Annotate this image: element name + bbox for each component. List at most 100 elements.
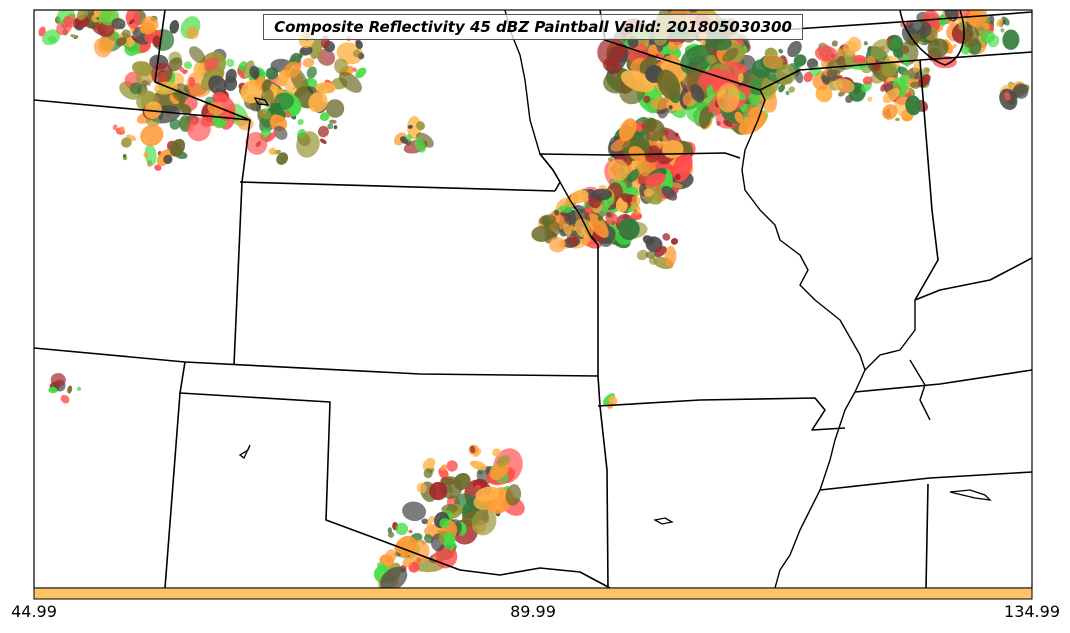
paintball-blob xyxy=(597,216,603,221)
title-box: Composite Reflectivity 45 dBZ Paintball … xyxy=(263,14,803,40)
paintball-blob xyxy=(836,48,843,56)
paintball-blob xyxy=(47,35,57,44)
paintball-blob xyxy=(144,144,157,166)
paintball-blob xyxy=(423,468,433,479)
paintball-blob xyxy=(144,101,162,120)
paintball-blob xyxy=(895,117,900,122)
paintball-blob xyxy=(661,185,678,201)
paintball-blob xyxy=(140,16,159,33)
paintball-blob xyxy=(276,152,289,165)
paintball-blob xyxy=(333,125,338,130)
paintball-blob xyxy=(261,87,274,108)
paintball-blob xyxy=(237,68,245,79)
paintball-blob xyxy=(141,79,148,87)
paintball-blob xyxy=(422,457,436,472)
paintball-blob xyxy=(416,132,434,148)
border-ar-south xyxy=(819,471,1032,491)
paintball-blob xyxy=(384,549,397,563)
paintball-blob xyxy=(563,223,572,236)
border-co-north xyxy=(239,181,556,192)
paintball-blob xyxy=(203,56,219,72)
paintball-blob xyxy=(163,154,173,164)
paintball-blob xyxy=(329,119,337,124)
paintball-blob xyxy=(48,386,58,394)
paintball-blob xyxy=(169,118,181,130)
paintball-blob xyxy=(76,386,82,391)
paintball-blob xyxy=(215,91,228,102)
paintball-blob xyxy=(587,213,609,238)
paintball-blob xyxy=(477,469,484,475)
paintball-blob xyxy=(662,233,671,241)
paintball-blob xyxy=(951,44,957,49)
paintball-blob xyxy=(608,395,618,405)
paintball-blob xyxy=(927,38,949,58)
paintball-blob xyxy=(645,251,657,259)
paintball-blob xyxy=(471,508,497,536)
paintball-blob xyxy=(778,84,786,93)
map-background xyxy=(34,10,1032,588)
paintball-blob xyxy=(601,204,609,213)
paintball-blob xyxy=(668,105,673,110)
paintball-blob xyxy=(380,566,408,588)
border-nm-north xyxy=(34,347,599,377)
paintball-blob xyxy=(299,45,313,56)
paintball-blob xyxy=(880,84,887,92)
paintball-blob xyxy=(186,26,199,40)
paintball-blob xyxy=(645,172,666,187)
paintball-blob xyxy=(636,249,649,261)
paintball-blob xyxy=(709,112,714,118)
paintball-blob xyxy=(402,501,427,522)
paintball-blob xyxy=(439,517,450,529)
paintball-blob xyxy=(268,147,277,155)
paintball-blob xyxy=(654,246,667,258)
paintball-blob xyxy=(189,46,206,64)
paintball-blob xyxy=(723,120,733,127)
border-mi xyxy=(899,10,965,66)
paintball-blob xyxy=(377,562,388,572)
border-mo-south xyxy=(597,397,846,431)
paintball-blob xyxy=(762,54,784,70)
paintball-blob xyxy=(630,202,641,216)
paintball-blob xyxy=(93,37,112,58)
paintball-blob xyxy=(1004,92,1011,101)
paintball-blob xyxy=(690,84,705,103)
paintball-blob xyxy=(475,484,481,490)
paintball-blob xyxy=(208,75,227,95)
paintball-blob xyxy=(186,117,211,142)
paintball-blob xyxy=(70,34,78,38)
paintball-blob xyxy=(283,61,301,79)
paintball-blob xyxy=(306,66,317,79)
paintball-blob xyxy=(429,481,448,501)
paintball-blob xyxy=(621,193,633,203)
paintball-blob xyxy=(76,10,89,21)
colorbar-tick-min: 44.99 xyxy=(11,602,57,621)
paintball-blob xyxy=(423,534,434,544)
border-nm-tx xyxy=(164,392,181,588)
paintball-blob xyxy=(867,96,873,102)
paintball-blob xyxy=(628,146,646,162)
paintball-blob xyxy=(302,57,315,68)
border-ut-co xyxy=(154,10,251,121)
paintball-blob xyxy=(121,29,131,39)
paintball-blob xyxy=(443,537,456,550)
border-wy-ne-north xyxy=(34,99,251,121)
paintball-blob xyxy=(618,218,640,241)
paintball-blob xyxy=(407,124,413,129)
paintball-blob xyxy=(142,137,148,142)
paintball-blob xyxy=(803,72,813,83)
paintball-blob xyxy=(627,168,640,183)
paintball-blob xyxy=(619,118,637,142)
paintball-blob xyxy=(910,81,921,89)
paintball-blob xyxy=(852,54,867,65)
paintball-blob xyxy=(225,58,235,68)
paintball-blob xyxy=(122,154,127,158)
missouri-river xyxy=(504,10,599,246)
paintball-blob xyxy=(887,34,903,52)
paintball-blob xyxy=(622,205,627,208)
paintball-blob xyxy=(982,22,990,30)
paintball-blob xyxy=(785,90,790,96)
paintball-blob xyxy=(838,91,845,97)
paintball-blob xyxy=(648,257,658,265)
paintball-blob xyxy=(127,40,136,47)
paintball-blob xyxy=(352,67,357,72)
